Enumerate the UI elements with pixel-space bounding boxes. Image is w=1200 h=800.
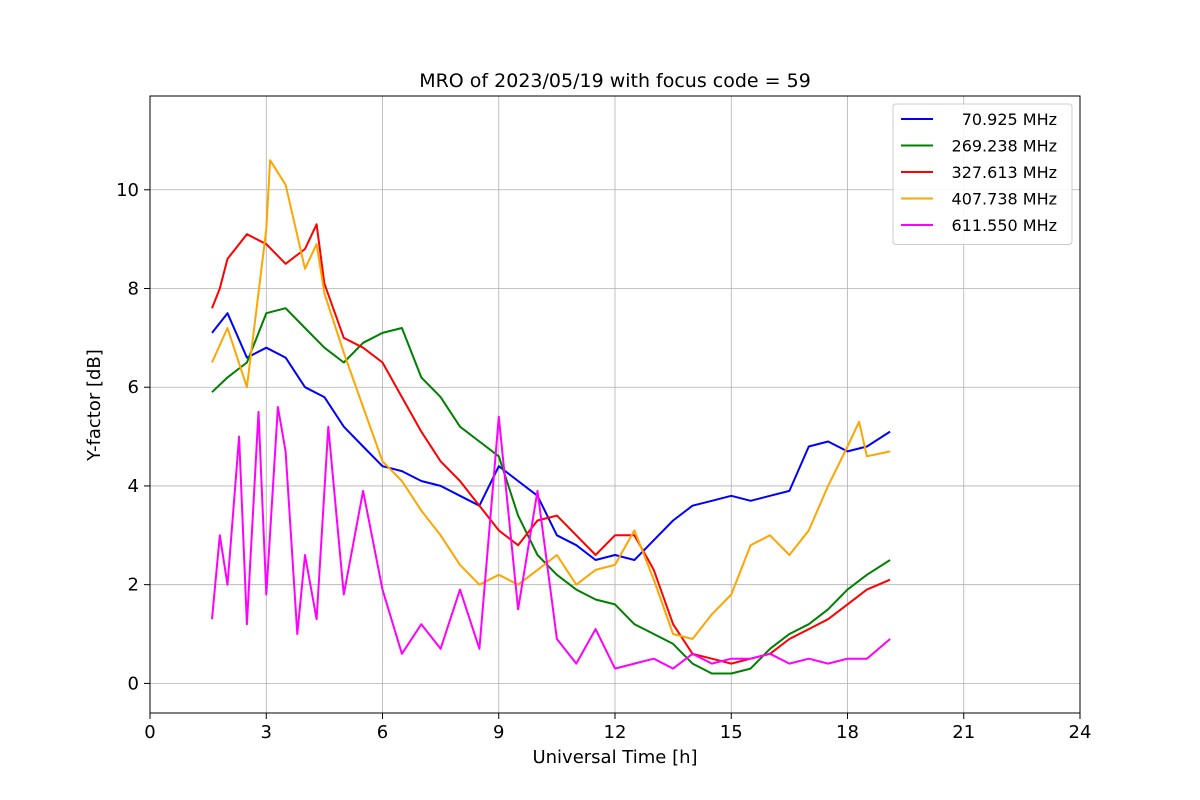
y-axis: 0 2 4 6 8 10 bbox=[116, 180, 150, 694]
y-axis-label: Y-factor [dB] bbox=[84, 349, 105, 462]
legend-box bbox=[892, 103, 1073, 245]
legend-entry: 611.550 MHz bbox=[952, 216, 1057, 235]
y-tick-label: 0 bbox=[128, 673, 139, 694]
y-tick-label: 6 bbox=[128, 377, 139, 398]
legend-entry: 407.738 MHz bbox=[952, 190, 1057, 209]
legend-entry: 269.238 MHz bbox=[952, 137, 1057, 156]
x-tick-label: 6 bbox=[377, 722, 388, 743]
x-tick-label: 18 bbox=[836, 722, 859, 743]
series-line-5 bbox=[211, 406, 891, 670]
x-tick-label: 9 bbox=[493, 722, 504, 743]
x-tick-label: 15 bbox=[720, 722, 743, 743]
y-tick-label: 2 bbox=[128, 575, 139, 596]
y-tick-label: 4 bbox=[128, 476, 139, 497]
chart-title: MRO of 2023/05/19 with focus code = 59 bbox=[419, 70, 811, 92]
x-tick-label: 0 bbox=[144, 722, 155, 743]
series-line-4 bbox=[211, 159, 891, 640]
series-line-1 bbox=[211, 312, 891, 561]
x-tick-label: 21 bbox=[952, 722, 975, 743]
y-tick-label: 8 bbox=[128, 279, 139, 300]
legend: 70.925 MHz 269.238 MHz 327.613 MHz 407.738 … bbox=[892, 103, 1073, 245]
legend-entry: 327.613 MHz bbox=[952, 163, 1057, 182]
x-tick-label: 24 bbox=[1069, 722, 1092, 743]
x-tick-label: 12 bbox=[604, 722, 627, 743]
x-axis-label: Universal Time [h] bbox=[532, 747, 697, 768]
x-tick-label: 3 bbox=[261, 722, 272, 743]
series-layer bbox=[211, 159, 891, 675]
x-axis: 0 3 6 9 12 15 18 21 24 bbox=[144, 713, 1091, 743]
y-tick-label: 10 bbox=[116, 180, 139, 201]
legend-entry: 70.925 MHz bbox=[962, 110, 1057, 129]
